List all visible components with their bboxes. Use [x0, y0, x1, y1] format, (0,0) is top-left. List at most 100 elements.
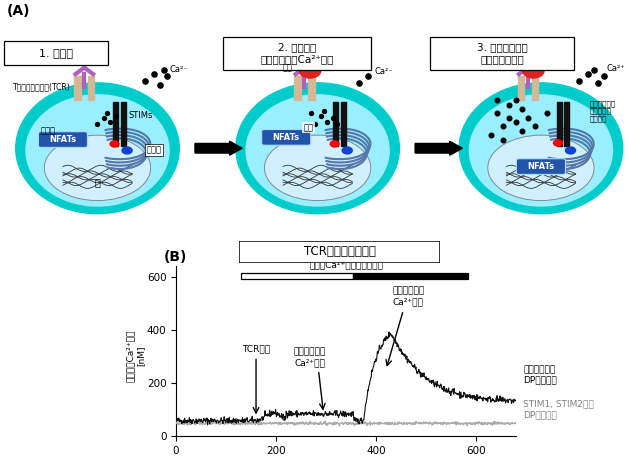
Bar: [294, 76, 301, 101]
Text: TCR刺激: TCR刺激: [242, 345, 270, 354]
Text: (B): (B): [164, 250, 187, 264]
Circle shape: [342, 147, 352, 154]
Ellipse shape: [44, 135, 151, 201]
Text: T細胞抗原受容体(TCR): T細胞抗原受容体(TCR): [13, 82, 70, 91]
Point: [593, 79, 603, 86]
FancyBboxPatch shape: [223, 37, 371, 70]
Text: 細胞外Ca²⁺：無し　　有り: 細胞外Ca²⁺：無し 有り: [309, 260, 383, 269]
FancyBboxPatch shape: [239, 241, 440, 263]
Text: 2. 抗原刺激
小胞体からのCa²⁺放出: 2. 抗原刺激 小胞体からのCa²⁺放出: [260, 43, 334, 64]
Point: [511, 118, 521, 126]
Point: [504, 101, 515, 108]
Text: STIMs: STIMs: [129, 111, 153, 120]
FancyBboxPatch shape: [4, 41, 108, 65]
Point: [542, 110, 552, 117]
FancyBboxPatch shape: [516, 159, 565, 174]
Text: 核: 核: [94, 177, 101, 187]
Circle shape: [330, 141, 339, 147]
Point: [517, 127, 527, 134]
Circle shape: [554, 140, 562, 146]
Text: Ca²⁻: Ca²⁻: [170, 65, 189, 74]
FancyArrow shape: [415, 141, 462, 155]
Point: [322, 118, 332, 126]
Text: NFATs: NFATs: [49, 135, 77, 144]
Point: [102, 110, 112, 117]
Point: [589, 66, 599, 73]
Bar: [74, 76, 81, 101]
Circle shape: [299, 63, 321, 78]
Point: [492, 110, 502, 117]
Text: Ca²⁻: Ca²⁻: [374, 67, 393, 76]
FancyBboxPatch shape: [38, 132, 87, 147]
Bar: [532, 76, 538, 101]
Bar: [121, 102, 126, 146]
Text: 小胞体からの
Ca²⁺放出: 小胞体からの Ca²⁺放出: [294, 347, 326, 367]
Text: ストア作動性
Ca²⁺流入: ストア作動性 Ca²⁺流入: [392, 286, 425, 306]
Point: [517, 106, 527, 113]
Text: 1. 無刺激: 1. 無刺激: [39, 48, 74, 58]
Point: [353, 79, 364, 86]
Ellipse shape: [246, 95, 389, 206]
Point: [159, 66, 169, 73]
Ellipse shape: [469, 95, 613, 206]
Point: [149, 70, 159, 78]
FancyArrow shape: [195, 141, 242, 155]
Text: 細胞質: 細胞質: [41, 126, 56, 135]
Circle shape: [565, 147, 576, 154]
Bar: [113, 102, 118, 146]
Text: 細胞質内Ca²⁺濃度
[nM]: 細胞質内Ca²⁺濃度 [nM]: [126, 330, 145, 382]
Bar: [557, 102, 562, 146]
Bar: [308, 76, 314, 101]
Point: [498, 136, 508, 143]
Point: [319, 107, 329, 115]
Point: [498, 123, 508, 130]
Point: [523, 114, 533, 122]
Ellipse shape: [265, 135, 371, 201]
Bar: [341, 102, 346, 146]
Point: [504, 114, 515, 122]
Point: [162, 73, 172, 80]
Text: STIM1, STIM2欠損
DP胸腺細胞: STIM1, STIM2欠損 DP胸腺細胞: [523, 400, 594, 419]
Text: 刺激: 刺激: [303, 123, 313, 132]
Bar: [333, 102, 338, 146]
Point: [92, 121, 103, 128]
Point: [316, 112, 326, 119]
Point: [306, 110, 316, 117]
Point: [486, 131, 496, 139]
Point: [492, 97, 502, 104]
Bar: [88, 76, 94, 101]
Point: [99, 114, 109, 122]
Bar: [564, 102, 569, 146]
Circle shape: [110, 141, 119, 147]
Text: (A): (A): [6, 4, 30, 18]
Text: 3. ストア作動性
カルシウム流入: 3. ストア作動性 カルシウム流入: [477, 43, 527, 64]
Ellipse shape: [236, 83, 399, 213]
Point: [511, 97, 521, 104]
FancyBboxPatch shape: [262, 129, 311, 145]
Point: [599, 73, 609, 80]
Point: [574, 77, 584, 84]
Text: 小胞体: 小胞体: [147, 146, 162, 155]
Bar: [353, 273, 469, 280]
Point: [363, 73, 373, 80]
Ellipse shape: [26, 95, 169, 206]
Ellipse shape: [459, 83, 623, 213]
Point: [583, 70, 593, 78]
Circle shape: [122, 147, 132, 154]
Text: NFATs: NFATs: [527, 162, 555, 171]
Text: コントロール
DP胸腺細胞: コントロール DP胸腺細胞: [523, 365, 557, 385]
Text: TCRで刺激したとき: TCRで刺激したとき: [304, 245, 376, 258]
Bar: [518, 76, 524, 101]
Point: [331, 121, 342, 128]
Circle shape: [523, 63, 544, 78]
Text: 抗原: 抗原: [283, 64, 293, 73]
Point: [105, 118, 115, 126]
Point: [155, 81, 165, 89]
Ellipse shape: [488, 135, 594, 201]
Point: [328, 114, 338, 122]
Text: ストア作動性
カルシウム
チャネル: ストア作動性 カルシウム チャネル: [590, 100, 616, 122]
FancyBboxPatch shape: [430, 37, 574, 70]
Point: [309, 121, 320, 128]
Ellipse shape: [16, 83, 179, 213]
Point: [111, 112, 121, 119]
